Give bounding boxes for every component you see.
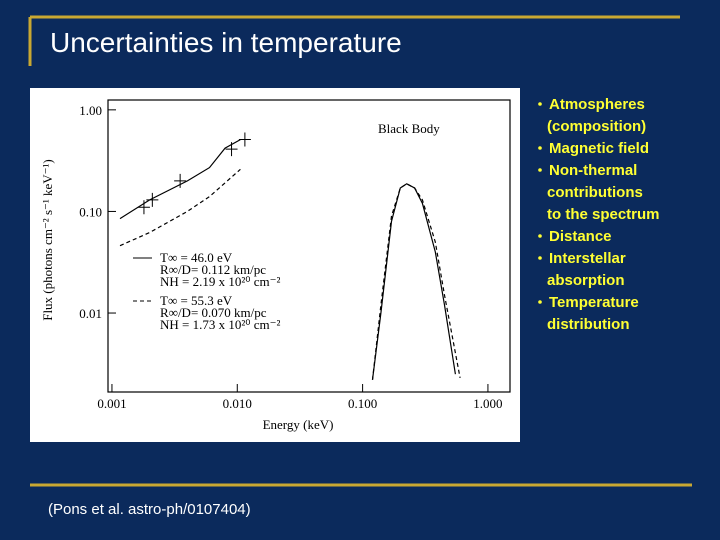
bullets: Atmospheres (composition) Magnetic field No… — [538, 96, 660, 333]
legend-detail: NH = 1.73 x 10²⁰ cm⁻² — [160, 317, 280, 332]
bullet-text: Distance — [549, 228, 612, 245]
bullet-dot — [538, 300, 542, 304]
plot-panel — [30, 88, 520, 442]
legend-detail: R∞/D= 0.112 km/pc — [160, 262, 266, 277]
legend-detail: R∞/D= 0.070 km/pc — [160, 305, 267, 320]
y-tick-label: 0.10 — [79, 204, 102, 219]
bullet-text: Non-thermal — [549, 162, 637, 179]
y-tick-label: 1.00 — [79, 103, 102, 118]
bullet-dot — [538, 146, 542, 150]
plot: 0.001 0.010 0.100 1.000 0.01 0.10 1.00 Energy (… — [40, 99, 511, 432]
bullet-dot — [538, 102, 542, 106]
data-point — [137, 200, 150, 215]
legend-label: T∞ = 55.3 eV — [160, 293, 233, 308]
bullet-text: Magnetic field — [549, 140, 649, 157]
legend-label: T∞ = 46.0 eV — [160, 250, 233, 265]
x-tick-label: 0.010 — [223, 396, 252, 411]
data-point — [174, 173, 187, 188]
bullet-text: contributions — [547, 184, 643, 201]
x-tick-label: 0.100 — [348, 396, 377, 411]
bullet-text: Atmospheres — [549, 96, 645, 113]
y-tick-label: 0.01 — [79, 306, 102, 321]
x-axis-label: Energy (keV) — [263, 417, 334, 432]
annotation: Black Body — [378, 121, 440, 136]
bullet-dot — [538, 234, 542, 238]
data-point — [238, 132, 251, 147]
data-point — [225, 142, 238, 157]
x-tick-label: 1.000 — [473, 396, 502, 411]
bullet-text: to the spectrum — [547, 206, 660, 223]
x-tick-label: 0.001 — [97, 396, 126, 411]
bullet-dot — [538, 256, 542, 260]
citation: (Pons et al. astro-ph/0107404) — [48, 501, 251, 518]
plot-frame — [107, 99, 511, 393]
data-point — [146, 192, 159, 207]
series-line — [119, 168, 461, 380]
bullet-dot — [538, 168, 542, 172]
bullet-text: absorption — [547, 272, 625, 289]
legend-detail: NH = 2.19 x 10²⁰ cm⁻² — [160, 274, 280, 289]
bullet-text: (composition) — [547, 118, 646, 135]
bullet-text: distribution — [547, 316, 630, 333]
title: Uncertainties in temperature — [50, 27, 402, 58]
bullet-text: Interstellar — [549, 250, 626, 267]
y-axis-label: Flux (photons cm⁻² s⁻¹ keV⁻¹) — [40, 159, 55, 321]
bullet-text: Temperature — [549, 294, 639, 311]
